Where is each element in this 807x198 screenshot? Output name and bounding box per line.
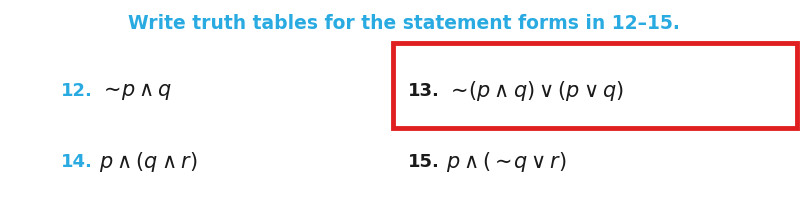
Text: 14.: 14.	[61, 153, 92, 171]
Text: $p \wedge (q \wedge r)$: $p \wedge (q \wedge r)$	[99, 150, 198, 174]
Text: $p \wedge (\sim\!q \vee r)$: $p \wedge (\sim\!q \vee r)$	[446, 150, 567, 174]
Text: Write truth tables for the statement forms in 12–15.: Write truth tables for the statement for…	[128, 14, 679, 33]
Text: 13.: 13.	[408, 82, 439, 100]
Text: 15.: 15.	[408, 153, 439, 171]
Text: $\sim\!(p \wedge q) \vee (p \vee q)$: $\sim\!(p \wedge q) \vee (p \vee q)$	[446, 79, 625, 103]
Text: 12.: 12.	[61, 82, 92, 100]
Text: $\sim\!p \wedge q$: $\sim\!p \wedge q$	[99, 81, 173, 102]
